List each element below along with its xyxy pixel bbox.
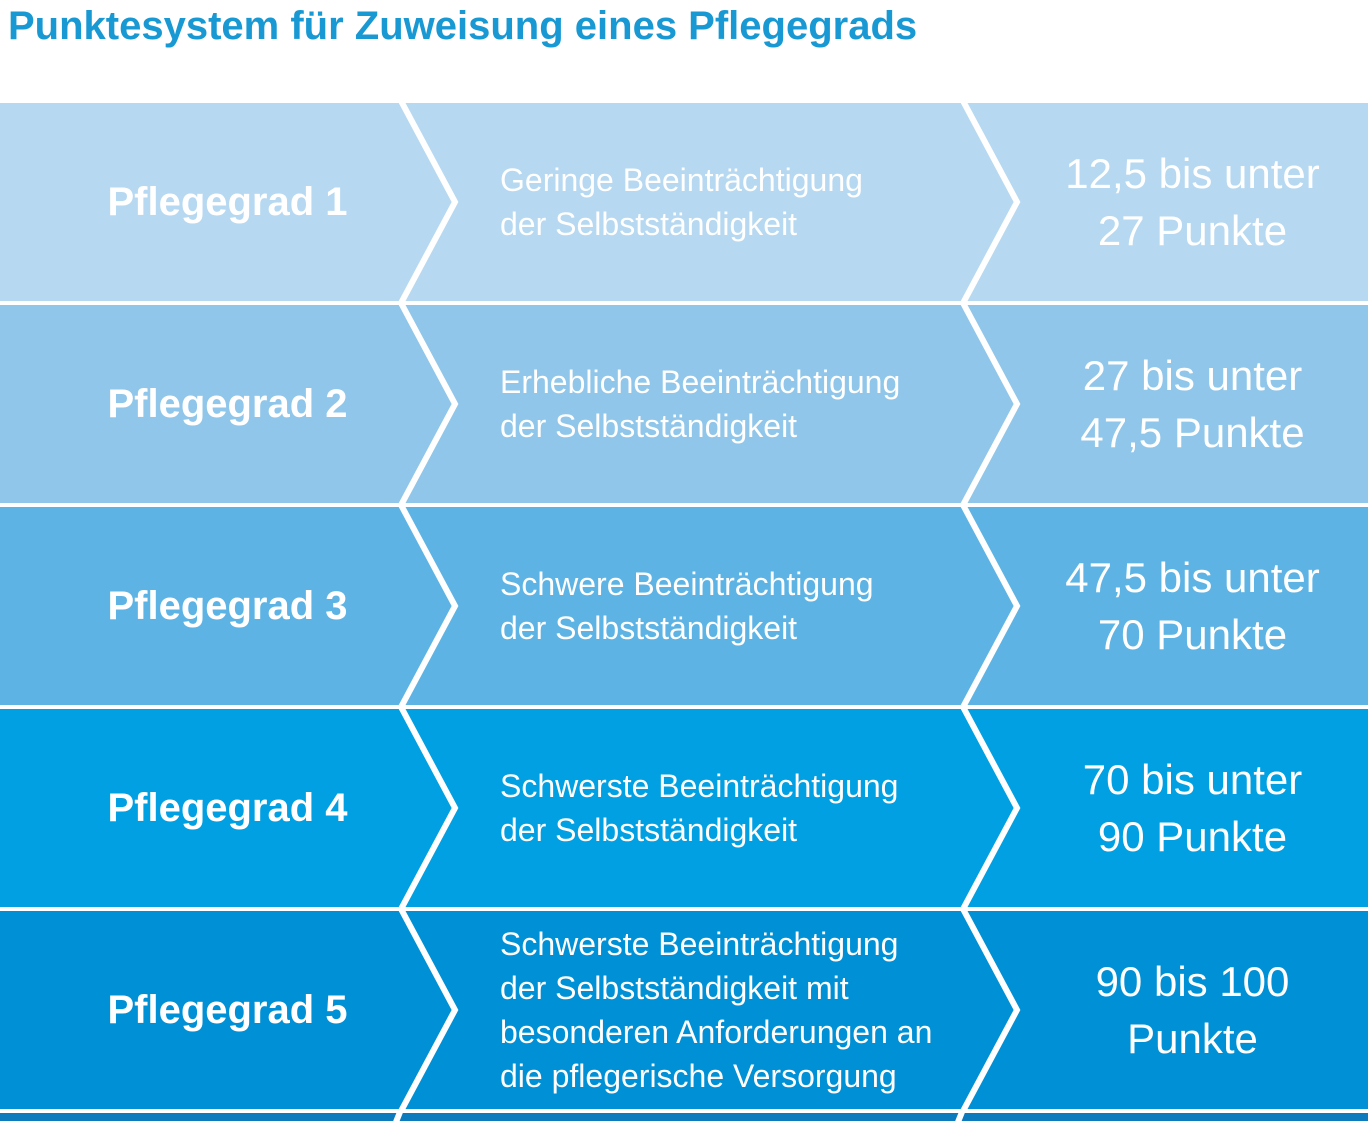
grade-points-range: 27 bis unter 47,5 Punkte [1080,352,1305,456]
grade-points-range: 12,5 bis unter 27 Punkte [1065,150,1320,254]
grade-points-range: 47,5 bis unter 70 Punkte [1065,554,1320,658]
row-pflegegrad-1: Pflegegrad 1 Geringe Beeinträchtigung de… [0,103,1368,301]
grade-label: Pflegegrad 5 [107,987,348,1032]
grade-description: Geringe Beeinträchtigung der Selbstständ… [500,162,863,242]
grade-label: Pflegegrad 2 [107,381,348,426]
row-pflegegrad-5: Pflegegrad 5 Schwerste Beeinträchtigung … [0,911,1368,1109]
row-pflegegrad-2: Pflegegrad 2 Erhebliche Beeinträchtigung… [0,305,1368,503]
grade-description: Schwerste Beeinträchtigung der Selbststä… [500,768,899,848]
grade-label: Pflegegrad 1 [107,179,348,224]
grade-description: Schwerste Beeinträchtigung der Selbststä… [500,926,933,1094]
grade-points-range: 70 bis unter 90 Punkte [1082,756,1303,860]
chevron-table: Pflegegrad 1 Geringe Beeinträchtigung de… [0,103,1368,1121]
bottom-strip [0,1113,1368,1121]
grade-points-range: 90 bis 100 Punkte [1095,958,1290,1062]
page-title: Punktesystem für Zuweisung eines Pflegeg… [8,4,918,48]
grade-description: Schwere Beeinträchtigung der Selbstständ… [500,566,874,646]
grade-label: Pflegegrad 3 [107,583,348,628]
row-pflegegrad-3: Pflegegrad 3 Schwere Beeinträchtigung de… [0,507,1368,705]
grade-description: Erhebliche Beeinträchtigung der Selbstst… [500,364,901,444]
chevron-divider-icon [393,1113,965,1121]
grade-label: Pflegegrad 4 [107,785,348,830]
row-pflegegrad-4: Pflegegrad 4 Schwerste Beeinträchtigung … [0,709,1368,907]
